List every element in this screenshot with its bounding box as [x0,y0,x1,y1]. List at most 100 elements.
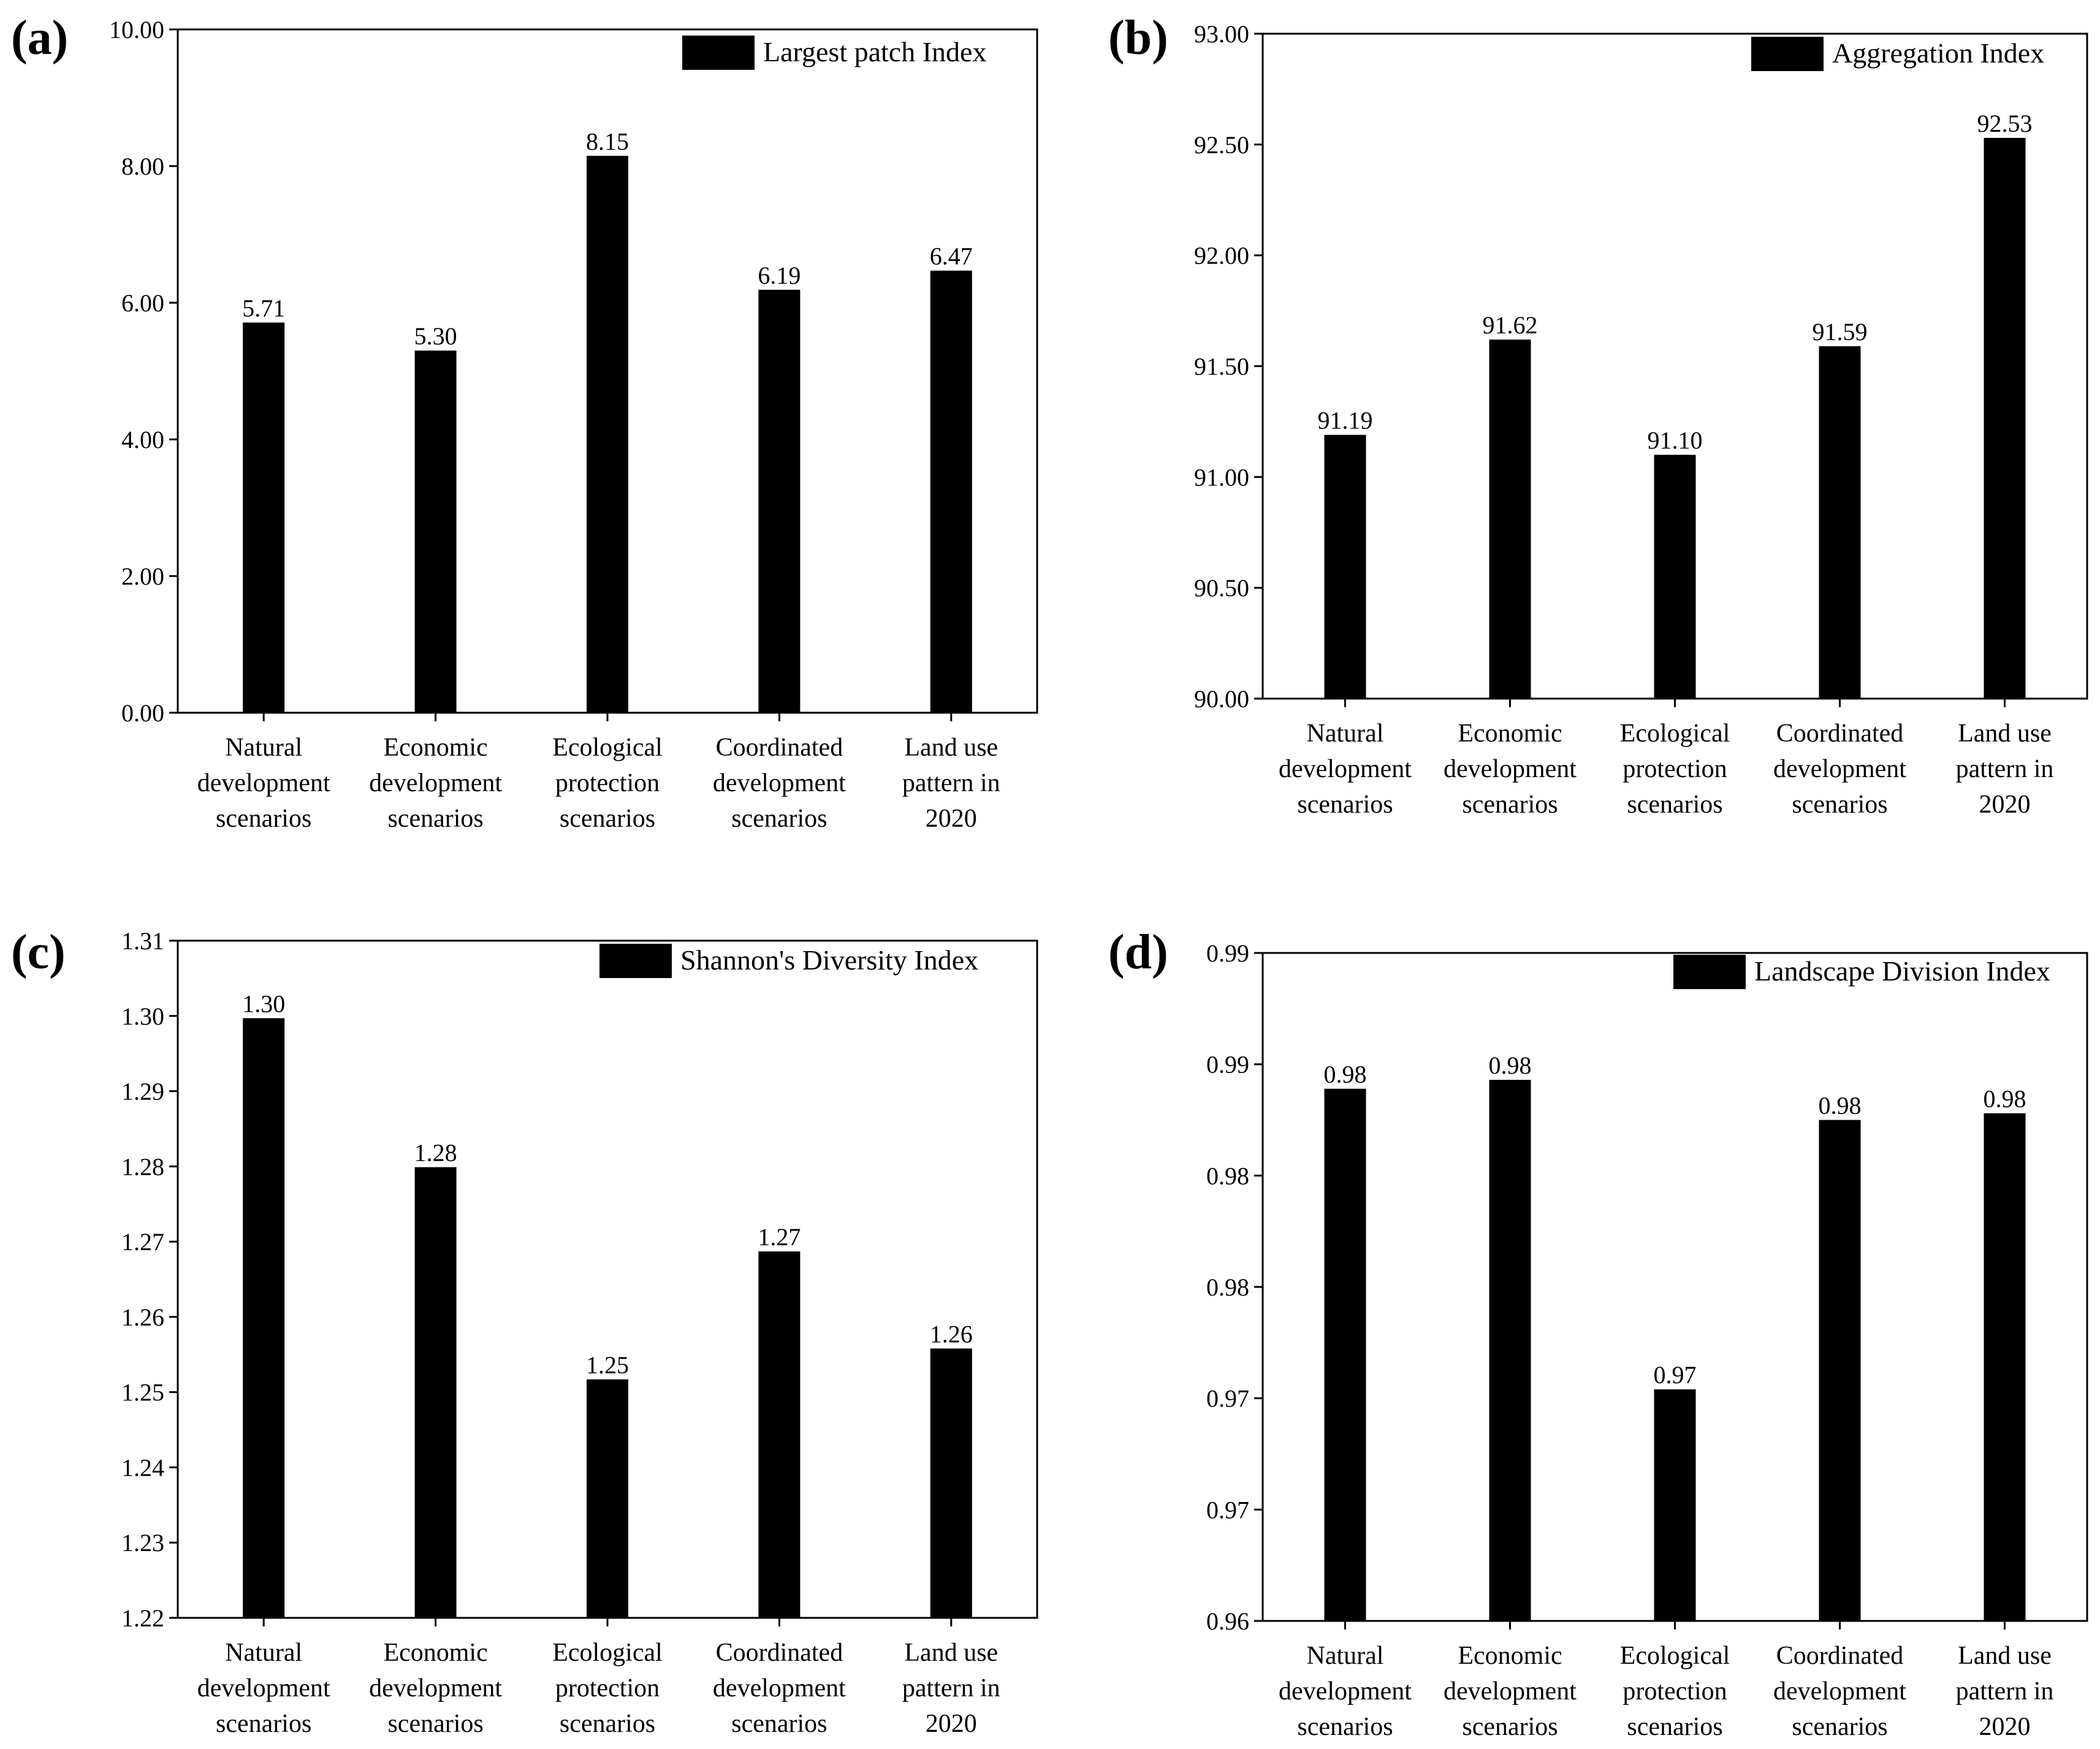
category-label: Natural [1307,719,1384,748]
category-label: pattern in [902,1674,1000,1702]
panel-label: (c) [11,925,66,979]
value-label: 92.53 [1977,110,2033,137]
y-tick-label: 92.00 [1194,242,1249,270]
y-tick-label: 0.98 [1206,1273,1249,1301]
y-tick-label: 0.97 [1206,1385,1249,1413]
category-label: development [1279,1677,1412,1705]
value-label: 91.10 [1648,427,1703,454]
panel-d: (d) 0.96 0.97 0.97 0.98 0.98 0.99 0.99 0.98 Natur… [1108,925,2088,1741]
y-tick-label: 1.30 [121,1003,164,1030]
bar [1489,1080,1531,1621]
category-label: development [1444,1677,1577,1705]
category-label: Coordinated [716,734,843,762]
y-tick-label: 0.00 [121,699,164,727]
legend-label: Landscape Division Index [1754,955,2050,987]
category-label: scenarios [731,1710,827,1738]
y-tick-label: 1.31 [121,927,164,955]
category-label: pattern in [902,769,1000,797]
y-tick-label: 8.00 [121,153,164,180]
value-label: 91.62 [1483,311,1538,339]
category-label: development [1773,755,1906,783]
bar [1654,1389,1696,1621]
category-label: development [1279,755,1412,783]
category-label: scenarios [1792,791,1887,819]
y-tick-label: 1.22 [121,1604,164,1632]
category-label: Natural [225,734,302,762]
category-label: development [197,1674,330,1702]
y-tick-label: 6.00 [121,289,164,317]
category-label: 2020 [926,805,977,833]
category-label: protection [1623,755,1727,783]
value-label: 1.25 [586,1351,629,1379]
y-tick-label: 1.27 [121,1228,164,1256]
bar [243,1018,285,1618]
category-label: Natural [225,1639,302,1667]
category-label: scenarios [1297,1713,1393,1741]
value-label: 91.19 [1318,407,1373,434]
bar [587,1379,628,1618]
category-label: Land use [1958,1642,2052,1670]
y-tick-label: 92.50 [1194,131,1249,159]
category-label: scenarios [1627,1713,1722,1741]
value-label: 0.98 [1819,1092,1862,1120]
y-tick-label: 90.00 [1194,685,1249,713]
bar [1324,434,1366,699]
value-label: 1.27 [758,1223,801,1251]
value-label: 0.98 [1324,1061,1367,1088]
value-label: 5.71 [242,294,285,322]
y-tick-label: 1.29 [121,1078,164,1106]
category-label: development [369,1674,502,1702]
bar [243,322,285,713]
category-label: scenarios [1792,1713,1887,1741]
category-label: scenarios [731,805,827,833]
category-label: Ecological [552,1639,663,1667]
category-label: 2020 [1979,791,2031,819]
y-tick-label: 2.00 [121,563,164,590]
y-tick-label: 10.00 [109,16,164,44]
y-tick-label: 1.28 [121,1153,164,1180]
bar [758,1251,801,1618]
bar [1654,455,1696,699]
legend-swatch [1751,37,1824,71]
legend-swatch [1673,955,1746,989]
y-tick-label: 0.96 [1206,1607,1249,1635]
category-label: scenarios [560,805,655,833]
bar [1984,1113,2026,1621]
category-label: scenarios [1627,791,1722,819]
category-label: Coordinated [1776,1642,1904,1670]
category-label: scenarios [1297,791,1393,819]
y-tick-label: 91.00 [1194,463,1249,491]
category-label: scenarios [387,1710,483,1738]
category-label: scenarios [1462,791,1558,819]
bar [1819,1120,1861,1621]
value-label: 91.59 [1813,318,1868,346]
value-label: 0.98 [1489,1052,1532,1079]
category-label: Land use [1958,719,2052,748]
category-label: development [713,769,846,797]
category-label: 2020 [1979,1713,2031,1741]
y-tick-label: 0.99 [1206,939,1249,967]
bar [758,289,801,713]
y-tick-label: 91.50 [1194,353,1249,381]
legend-label: Aggregation Index [1832,37,2044,69]
category-label: Land use [904,734,998,762]
bar [930,270,972,713]
category-label: scenarios [560,1710,655,1738]
category-label: scenarios [216,805,311,833]
value-label: 0.98 [1984,1085,2026,1113]
value-label: 8.15 [586,127,629,155]
y-tick-label: 1.26 [121,1303,164,1331]
category-label: Coordinated [1776,719,1904,748]
category-label: development [713,1674,846,1702]
y-tick-label: 93.00 [1194,20,1249,48]
panel-label: (a) [11,11,68,65]
bar [930,1348,972,1618]
category-label: development [369,769,502,797]
bar [1489,340,1531,699]
bar [414,351,457,713]
value-label: 1.30 [242,990,285,1017]
category-label: Ecological [552,734,663,762]
category-label: pattern in [1956,755,2054,783]
category-label: Economic [383,734,487,762]
